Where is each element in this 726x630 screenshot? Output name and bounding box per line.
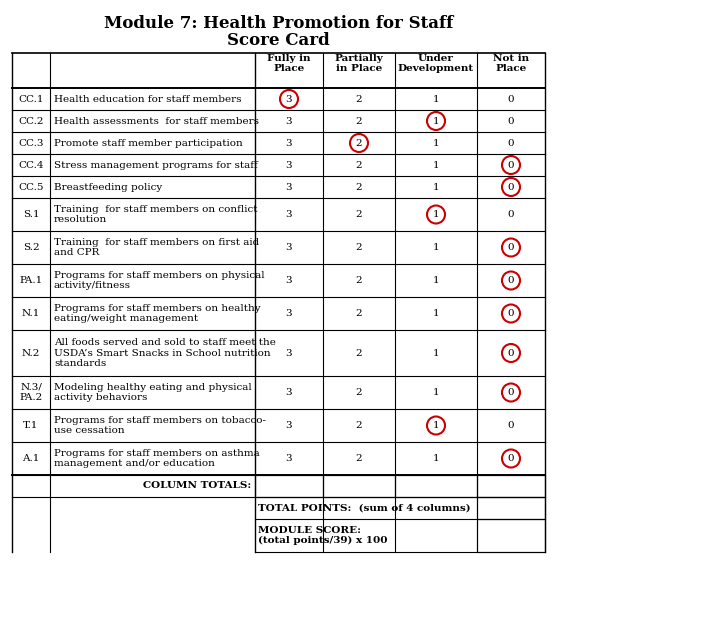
Text: Breastfeeding policy: Breastfeeding policy <box>54 183 162 192</box>
Text: Programs for staff members on healthy
eating/weight management: Programs for staff members on healthy ea… <box>54 304 261 323</box>
Text: Programs for staff members on tobacco-
use cessation: Programs for staff members on tobacco- u… <box>54 416 266 435</box>
Text: 2: 2 <box>356 348 362 357</box>
Text: 3: 3 <box>286 139 293 147</box>
Text: Programs for staff members on physical
activity/fitness: Programs for staff members on physical a… <box>54 271 264 290</box>
Text: 1: 1 <box>433 94 439 103</box>
Text: Health education for staff members: Health education for staff members <box>54 94 242 103</box>
Text: 1: 1 <box>433 421 439 430</box>
Text: 1: 1 <box>433 388 439 397</box>
Text: 0: 0 <box>507 117 514 125</box>
Text: Partially
in Place: Partially in Place <box>335 54 383 74</box>
Text: 0: 0 <box>507 276 514 285</box>
Text: 2: 2 <box>356 421 362 430</box>
Text: 3: 3 <box>286 276 293 285</box>
Text: All foods served and sold to staff meet the
USDA’s Smart Snacks in School nutrit: All foods served and sold to staff meet … <box>54 338 276 368</box>
Bar <box>255 475 323 497</box>
Text: N.3/
PA.2: N.3/ PA.2 <box>20 383 43 402</box>
Text: 2: 2 <box>356 210 362 219</box>
Text: MODULE SCORE:
(total points/39) x 100: MODULE SCORE: (total points/39) x 100 <box>258 525 388 546</box>
Text: 2: 2 <box>356 161 362 169</box>
Text: 2: 2 <box>356 454 362 463</box>
Text: Fully in
Place: Fully in Place <box>267 54 311 74</box>
Text: 1: 1 <box>433 183 439 192</box>
Text: T.1: T.1 <box>23 421 38 430</box>
Text: Health assessments  for staff members: Health assessments for staff members <box>54 117 259 125</box>
Text: 2: 2 <box>356 139 362 147</box>
Text: S.2: S.2 <box>23 243 39 252</box>
Text: Module 7: Health Promotion for Staff: Module 7: Health Promotion for Staff <box>104 15 453 32</box>
Text: N.1: N.1 <box>22 309 40 318</box>
Text: Training  for staff members on conflict
resolution: Training for staff members on conflict r… <box>54 205 258 224</box>
Text: 2: 2 <box>356 276 362 285</box>
Text: 1: 1 <box>433 139 439 147</box>
Text: 3: 3 <box>286 94 293 103</box>
Text: 2: 2 <box>356 94 362 103</box>
Text: CC.5: CC.5 <box>18 183 44 192</box>
Text: 0: 0 <box>507 421 514 430</box>
Text: 3: 3 <box>286 117 293 125</box>
Text: Score Card: Score Card <box>227 32 330 49</box>
Text: 3: 3 <box>286 210 293 219</box>
Text: COLUMN TOTALS:: COLUMN TOTALS: <box>143 481 251 491</box>
Text: Not in
Place: Not in Place <box>493 54 529 74</box>
Text: 1: 1 <box>433 276 439 285</box>
Text: TOTAL POINTS:  (sum of 4 columns): TOTAL POINTS: (sum of 4 columns) <box>258 503 470 512</box>
Text: Training  for staff members on first aid
and CPR: Training for staff members on first aid … <box>54 238 259 257</box>
Text: 0: 0 <box>507 94 514 103</box>
Text: 3: 3 <box>286 388 293 397</box>
Text: A.1: A.1 <box>23 454 40 463</box>
Text: 0: 0 <box>507 309 514 318</box>
Text: 1: 1 <box>433 117 439 125</box>
Text: 1: 1 <box>433 210 439 219</box>
Text: Promote staff member participation: Promote staff member participation <box>54 139 242 147</box>
Text: 3: 3 <box>286 309 293 318</box>
Text: 0: 0 <box>507 348 514 357</box>
Bar <box>477 475 545 497</box>
Text: 2: 2 <box>356 309 362 318</box>
Text: Stress management programs for staff: Stress management programs for staff <box>54 161 258 169</box>
Text: 3: 3 <box>286 183 293 192</box>
Text: Under
Development: Under Development <box>398 54 474 74</box>
Text: CC.4: CC.4 <box>18 161 44 169</box>
Text: CC.3: CC.3 <box>18 139 44 147</box>
Text: PA.1: PA.1 <box>20 276 43 285</box>
Text: 0: 0 <box>507 161 514 169</box>
Text: 1: 1 <box>433 243 439 252</box>
Text: 0: 0 <box>507 210 514 219</box>
Text: 3: 3 <box>286 348 293 357</box>
Text: 2: 2 <box>356 243 362 252</box>
Text: 1: 1 <box>433 348 439 357</box>
Text: 0: 0 <box>507 139 514 147</box>
Text: 3: 3 <box>286 243 293 252</box>
Bar <box>477 497 545 519</box>
Text: 1: 1 <box>433 161 439 169</box>
Bar <box>395 475 477 497</box>
Bar <box>323 475 395 497</box>
Text: Modeling healthy eating and physical
activity behaviors: Modeling healthy eating and physical act… <box>54 383 252 402</box>
Text: 0: 0 <box>507 243 514 252</box>
Text: 3: 3 <box>286 421 293 430</box>
Text: 2: 2 <box>356 388 362 397</box>
Text: 1: 1 <box>433 309 439 318</box>
Text: 2: 2 <box>356 117 362 125</box>
Text: 2: 2 <box>356 183 362 192</box>
Text: S.1: S.1 <box>23 210 39 219</box>
Text: 0: 0 <box>507 388 514 397</box>
Text: CC.2: CC.2 <box>18 117 44 125</box>
Text: N.2: N.2 <box>22 348 40 357</box>
Text: 3: 3 <box>286 454 293 463</box>
Text: CC.1: CC.1 <box>18 94 44 103</box>
Text: 0: 0 <box>507 183 514 192</box>
Text: 1: 1 <box>433 454 439 463</box>
Text: 0: 0 <box>507 454 514 463</box>
Bar <box>477 519 545 552</box>
Text: 3: 3 <box>286 161 293 169</box>
Text: Programs for staff members on asthma
management and/or education: Programs for staff members on asthma man… <box>54 449 260 468</box>
